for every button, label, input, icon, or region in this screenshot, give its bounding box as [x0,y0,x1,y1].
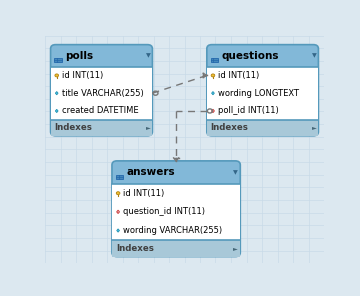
Text: poll_id INT(11): poll_id INT(11) [218,107,279,115]
Circle shape [55,74,59,77]
Polygon shape [212,109,214,112]
Text: ▼: ▼ [312,53,316,58]
Text: id INT(11): id INT(11) [62,71,103,80]
Polygon shape [55,91,58,95]
Bar [112,240,240,257]
Text: wording LONGTEXT: wording LONGTEXT [218,89,299,98]
Polygon shape [117,229,120,232]
Text: question_id INT(11): question_id INT(11) [123,207,205,216]
Text: ▼: ▼ [234,170,238,175]
Bar [211,58,218,62]
Text: created DATETIME: created DATETIME [62,107,138,115]
FancyBboxPatch shape [207,45,319,136]
Bar [50,120,152,136]
Text: answers: answers [126,167,175,177]
Text: ►: ► [312,125,316,130]
Circle shape [116,192,120,195]
FancyBboxPatch shape [50,45,152,136]
Text: polls: polls [65,51,93,61]
Polygon shape [55,109,58,112]
Bar [50,67,152,120]
Text: ▼: ▼ [145,53,150,58]
Circle shape [211,74,215,77]
Bar [207,67,319,120]
Text: title VARCHAR(255): title VARCHAR(255) [62,89,144,98]
Text: id INT(11): id INT(11) [123,189,165,198]
Bar [112,184,240,240]
Bar [207,120,319,136]
Text: Indexes: Indexes [54,123,93,132]
Text: ►: ► [234,246,238,251]
FancyBboxPatch shape [112,161,240,257]
Text: Indexes: Indexes [116,244,154,253]
Text: ►: ► [145,125,150,130]
Text: Indexes: Indexes [211,123,249,132]
Bar [54,58,62,62]
Polygon shape [117,210,120,213]
Text: questions: questions [221,51,279,61]
Polygon shape [212,91,214,95]
Text: wording VARCHAR(255): wording VARCHAR(255) [123,226,222,235]
Bar [116,175,123,179]
Text: id INT(11): id INT(11) [218,71,259,80]
